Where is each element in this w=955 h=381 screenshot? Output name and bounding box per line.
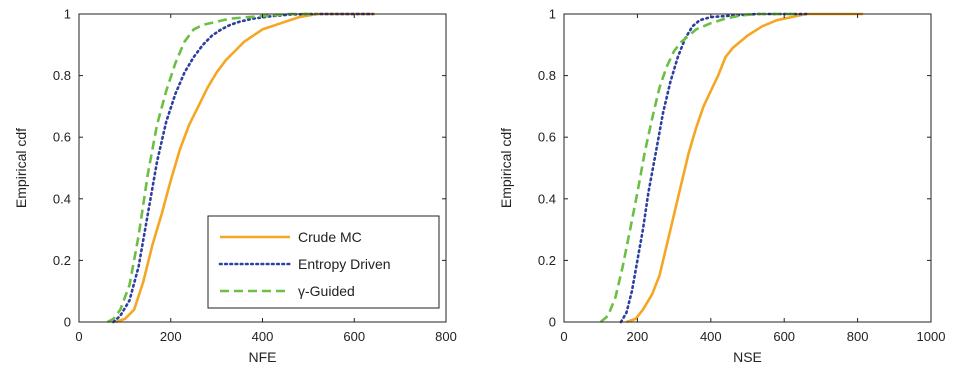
y-tick-label: 1 [64, 7, 71, 22]
x-tick-label: 400 [700, 329, 722, 344]
x-tick-label: 0 [560, 329, 567, 344]
x-tick-label: 800 [435, 329, 457, 344]
y-tick-label: 0.8 [53, 68, 71, 83]
x-tick-label: 400 [252, 329, 274, 344]
series-line-guided [106, 12, 318, 324]
series-line-guided [599, 12, 799, 323]
series-group [599, 12, 864, 324]
y-tick-label: 0.4 [538, 191, 556, 206]
legend: Crude MC Entropy Driven γ-Guided [207, 215, 440, 309]
x-tick-label: 600 [773, 329, 795, 344]
y-tick-label: 0.2 [538, 253, 556, 268]
series-line-crude-mc [115, 12, 375, 324]
y-axis-label: Empirical cdf [498, 128, 514, 208]
nfe-cdf-panel: 0 200 400 600 800 0 0.2 0.4 0.6 0.8 1 NFE Empirical … [13, 7, 457, 366]
y-tick-label: 0.6 [538, 130, 556, 145]
y-tick-label: 0.2 [53, 253, 71, 268]
nse-cdf-panel: 0 200 400 600 800 1000 0 0.2 0.4 0.6 0.8 1 NSE Empiri… [498, 7, 945, 366]
y-tick-label: 0.8 [538, 68, 556, 83]
x-axis-label: NSE [733, 349, 762, 365]
x-tick-label: 600 [343, 329, 365, 344]
y-tick-label: 1 [549, 7, 556, 22]
y-tick-label: 0.4 [53, 191, 71, 206]
series-line-entropy-driven [619, 12, 808, 324]
legend-label: Crude MC [298, 229, 362, 245]
legend-box [207, 215, 440, 309]
x-tick-label: 800 [847, 329, 869, 344]
x-tick-label: 1000 [917, 329, 946, 344]
legend-label: γ-Guided [298, 283, 355, 299]
x-tick-label: 200 [627, 329, 649, 344]
series-line-crude-mc [625, 12, 864, 324]
x-tick-label: 0 [75, 329, 82, 344]
y-axis-label: Empirical cdf [13, 128, 29, 208]
plot-frame [563, 13, 932, 323]
y-tick-label: 0.6 [53, 130, 71, 145]
y-tick-label: 0 [549, 315, 556, 330]
x-axis-label: NFE [249, 349, 277, 365]
legend-label: Entropy Driven [298, 256, 391, 272]
x-tick-label: 200 [160, 329, 182, 344]
y-tick-label: 0 [64, 315, 71, 330]
series-group [106, 12, 375, 324]
